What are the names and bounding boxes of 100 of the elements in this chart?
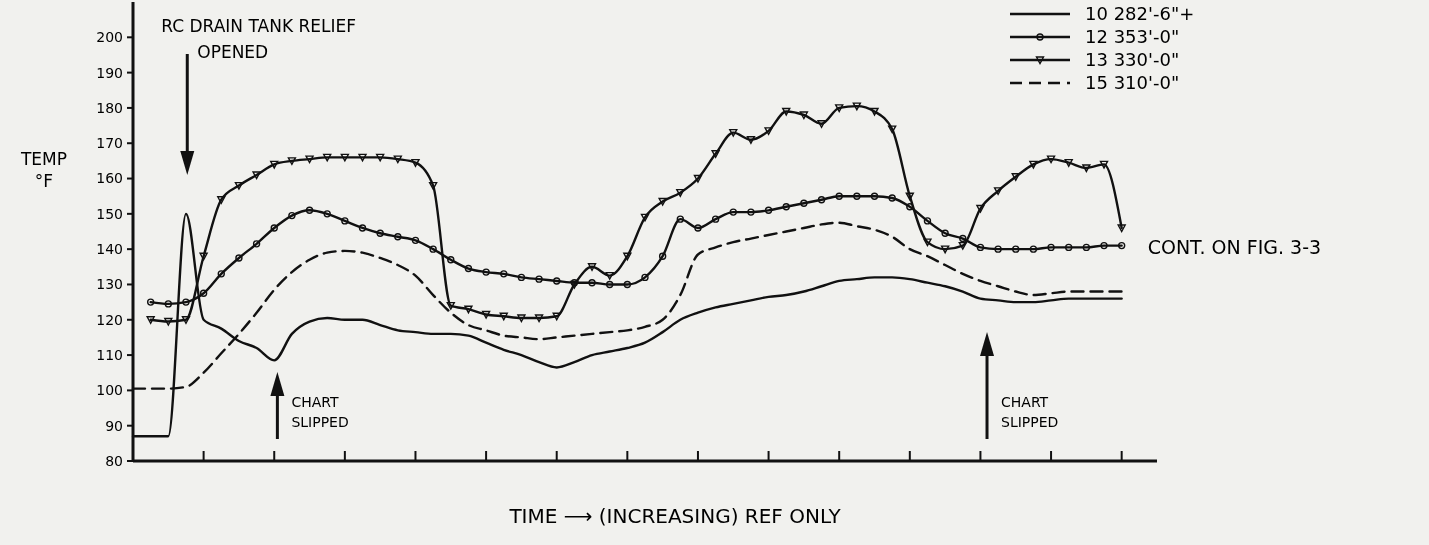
point (146, 298, 155, 306)
point (993, 187, 1003, 196)
point (252, 240, 261, 248)
point (587, 263, 597, 272)
point (235, 254, 243, 262)
point (447, 256, 455, 264)
point (1082, 164, 1091, 173)
point (800, 199, 808, 207)
point (640, 213, 650, 222)
point (464, 264, 473, 273)
point (711, 215, 720, 223)
point (482, 268, 490, 276)
point (1082, 243, 1091, 252)
point (764, 206, 773, 215)
point (500, 270, 508, 278)
point (694, 224, 702, 232)
point (517, 273, 526, 282)
point (1029, 160, 1038, 169)
point (1065, 243, 1073, 252)
point (341, 217, 349, 225)
point (534, 314, 544, 323)
point (358, 224, 367, 232)
legend-label: 10 282'-6"+ (1085, 3, 1195, 25)
point (747, 208, 755, 216)
point (1029, 245, 1038, 253)
point (623, 280, 632, 289)
point (411, 158, 420, 167)
point (553, 277, 561, 285)
point (1012, 245, 1020, 253)
point (782, 107, 791, 116)
y-tick-label: 170 (96, 135, 123, 152)
y-tick-label: 100 (96, 382, 123, 399)
y-tick-label: 190 (96, 64, 123, 81)
point (288, 211, 296, 220)
point (940, 245, 950, 254)
point (217, 270, 225, 278)
legend-label: 15 310'-0" (1085, 72, 1180, 94)
point (164, 300, 173, 308)
point (870, 107, 879, 116)
point (994, 245, 1002, 253)
y-tick-label: 160 (96, 170, 123, 187)
point (481, 310, 491, 319)
point (181, 316, 191, 324)
point (287, 157, 297, 166)
point (605, 271, 614, 280)
point (1047, 243, 1055, 252)
point (676, 215, 684, 223)
point (906, 203, 914, 211)
legend-label: 12 353'-0" (1085, 26, 1180, 48)
point (428, 181, 438, 190)
point (782, 203, 790, 211)
point (375, 153, 385, 162)
point (305, 155, 314, 164)
point (923, 238, 932, 247)
point (693, 174, 703, 183)
point (252, 171, 261, 180)
y-tick-label: 80 (105, 452, 123, 469)
y-tick-label: 200 (96, 29, 123, 46)
annotation: CHART SLIPPED (1001, 394, 1059, 430)
point (270, 160, 279, 169)
point (923, 217, 932, 225)
point (393, 155, 403, 164)
point (676, 188, 685, 197)
point (588, 279, 596, 287)
y-tick-label: 130 (96, 276, 123, 293)
point (729, 208, 737, 216)
point (340, 153, 350, 162)
legend-label: 13 330'-0" (1085, 49, 1180, 71)
point (852, 102, 862, 111)
point (517, 314, 526, 323)
point (641, 273, 649, 282)
point (1099, 160, 1109, 169)
point (1011, 173, 1020, 181)
point (323, 210, 331, 218)
point (746, 136, 756, 144)
point (164, 317, 173, 326)
point (358, 153, 367, 162)
point (941, 229, 949, 237)
point (1117, 241, 1126, 250)
x-axis-title: TIME ⟶ (INCREASING) REF ONLY (508, 504, 842, 528)
point (146, 316, 155, 324)
text: CONT. ON FIG. 3-3 (1147, 235, 1322, 258)
point (1100, 241, 1108, 250)
point (217, 196, 226, 204)
point (305, 206, 314, 215)
point (817, 196, 826, 204)
point (535, 275, 543, 283)
point (323, 153, 332, 162)
point (182, 298, 190, 306)
y-tick-label: 90 (105, 417, 123, 434)
y-tick-label: 180 (96, 99, 123, 116)
point (429, 245, 437, 253)
point (729, 128, 738, 137)
point (605, 280, 614, 289)
point (499, 312, 508, 321)
point (552, 312, 561, 321)
point (959, 234, 967, 243)
y-tick-label: 120 (96, 311, 123, 328)
point (870, 192, 879, 200)
point (958, 241, 967, 250)
